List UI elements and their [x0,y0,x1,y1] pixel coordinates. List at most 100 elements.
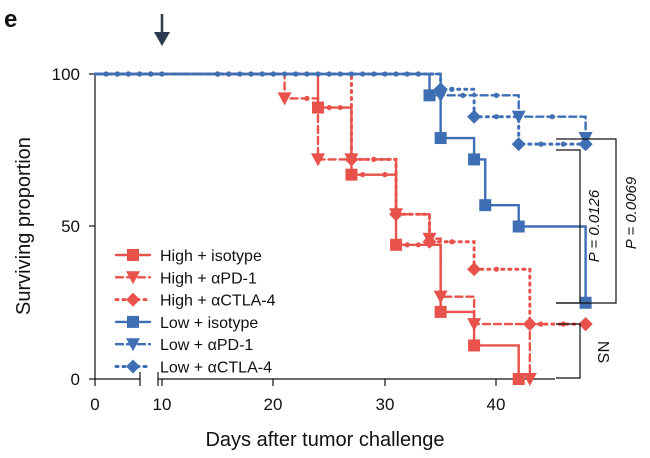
censor-mark [549,114,555,120]
censor-mark [371,156,377,162]
end-marker [578,317,593,332]
series-line [93,72,532,381]
y-axis: 0 50 100 Surviving proportion [13,65,96,389]
censor-mark [560,141,566,147]
censor-mark [337,104,343,111]
event-marker [434,132,447,145]
legend-marker [126,271,140,285]
censor-mark [215,71,221,77]
event-marker [522,373,537,386]
legend-item: Low + αPD-1 [114,337,253,354]
x-tick-label: 30 [376,395,395,414]
event-marker [390,238,403,251]
x-axis-label: Days after tumor challenge [205,429,444,451]
legend-item: High + αPD-1 [114,270,257,287]
event-marker [277,92,292,106]
legend-item: Low + αCTLA-4 [114,359,272,377]
censor-mark [404,71,410,77]
censor-mark [125,71,132,77]
series-5 [93,71,593,152]
p-value-label: P = 0.0069 [623,176,640,249]
legend-label: Low + αPD-1 [160,337,253,354]
legend-marker [126,292,140,307]
legend-item: High + αCTLA-4 [114,292,276,310]
event-marker [468,339,481,352]
censor-mark [493,114,499,120]
y-tick-label: 0 [71,370,80,389]
event-marker [512,220,525,233]
bracket-ns [556,323,581,379]
event-marker [422,234,437,249]
panel-label: e [4,6,17,33]
censor-mark [460,92,466,98]
censor-mark [382,172,388,178]
x-tick-label: 20 [264,395,283,414]
censor-mark [415,71,421,77]
x-tick-label: 40 [487,395,506,414]
event-marker [389,207,404,222]
arrow-head-icon [154,32,170,46]
y-tick-label: 100 [52,65,80,84]
bracket-p-0069 [556,138,617,304]
ns-label: NS [594,341,611,363]
censor-mark [360,172,366,178]
censor-mark [493,92,499,98]
legend-marker [126,338,140,352]
event-marker [512,373,525,385]
censor-mark [337,71,343,77]
legend-item: Low + isotype [114,315,258,332]
y-tick-label: 50 [61,217,80,236]
event-marker [511,137,526,152]
legend-marker [127,315,139,328]
series-line [93,72,588,326]
event-marker [423,89,436,102]
censor-mark [148,71,154,77]
censor-mark [304,95,310,101]
legend-label: High + isotype [160,248,262,265]
censor-mark [248,71,254,77]
censor-mark [415,242,421,248]
censor-mark [103,71,109,77]
legend-marker [126,359,140,374]
event-marker [468,153,481,166]
end-marker [578,137,593,152]
legend: High + isotype High + αPD-1 High + αCTLA-4… [114,248,276,377]
event-marker [344,152,359,167]
event-marker [522,317,537,332]
x-tick-label: 10 [153,395,172,414]
series-line [93,72,520,381]
treatment-arrow [154,14,170,46]
event-marker [433,290,448,304]
censor-mark [382,71,388,77]
event-marker [467,109,482,124]
event-marker [511,110,526,124]
legend-label: Low + isotype [160,315,258,332]
event-marker [311,153,325,167]
censor-mark [404,242,410,248]
legend-label: High + αPD-1 [160,270,257,287]
censor-mark [326,104,332,111]
event-marker [433,82,448,97]
event-marker [467,262,482,277]
censor-mark [538,321,544,327]
significance-brackets: P = 0.0126 P = 0.0069 NS [556,138,640,379]
x-axis: 0 10 20 30 40 Days after tumor challenge [90,372,555,451]
survival-curves [93,71,593,386]
event-marker [434,305,447,318]
censor-mark [493,266,499,272]
event-marker [345,168,358,181]
censor-mark [449,239,455,245]
y-axis-label: Surviving proportion [13,137,35,315]
p-value-label: P = 0.0126 [586,189,603,262]
event-marker [479,199,492,212]
x-tick-label: 0 [90,395,99,414]
event-marker [467,318,482,332]
legend-label: Low + αCTLA-4 [160,360,272,377]
censor-mark [449,86,455,92]
legend-marker [127,249,139,261]
legend-label: High + αCTLA-4 [160,293,276,310]
legend-item: High + isotype [114,248,262,265]
censor-mark [293,71,299,77]
